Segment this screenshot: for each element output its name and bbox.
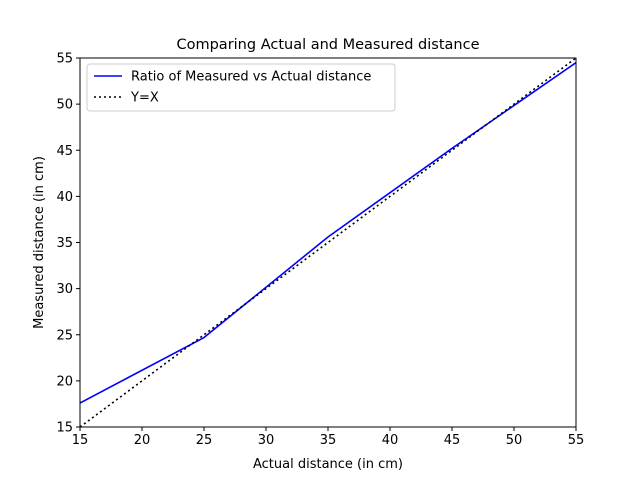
x-tick-label: 15 [72, 433, 89, 448]
legend-label-identity: Y=X [130, 91, 159, 106]
series-line-ratio [80, 61, 576, 404]
y-tick-label: 20 [56, 374, 73, 389]
x-tick-label: 30 [258, 433, 275, 448]
x-tick-label: 55 [568, 433, 585, 448]
series-line-identity [80, 58, 576, 427]
x-axis-label: Actual distance (in cm) [253, 457, 403, 472]
legend: Ratio of Measured vs Actual distance Y=X [86, 63, 396, 112]
x-tick-label: 40 [382, 433, 399, 448]
chart-title: Comparing Actual and Measured distance [176, 37, 479, 53]
y-tick-label: 45 [56, 144, 73, 159]
y-tick-label: 25 [56, 328, 73, 343]
x-tick-label: 25 [196, 433, 213, 448]
x-tick-label: 35 [320, 433, 337, 448]
legend-frame [86, 63, 396, 112]
x-tick-label: 50 [506, 433, 523, 448]
x-tick-label: 20 [134, 433, 151, 448]
y-tick-label: 35 [56, 236, 73, 251]
y-tick-label: 15 [56, 421, 73, 436]
y-axis-ticks: 15 20 25 30 35 40 45 50 55 [56, 52, 80, 436]
y-tick-label: 30 [56, 282, 73, 297]
series-layer [80, 58, 576, 427]
x-tick-label: 45 [444, 433, 461, 448]
x-axis-ticks: 15 20 25 30 35 40 45 50 55 [72, 427, 585, 448]
y-tick-label: 40 [56, 190, 73, 205]
y-tick-label: 50 [56, 98, 73, 113]
legend-label-ratio: Ratio of Measured vs Actual distance [131, 70, 371, 85]
y-axis-label: Measured distance (in cm) [32, 156, 47, 329]
y-tick-label: 55 [56, 52, 73, 67]
